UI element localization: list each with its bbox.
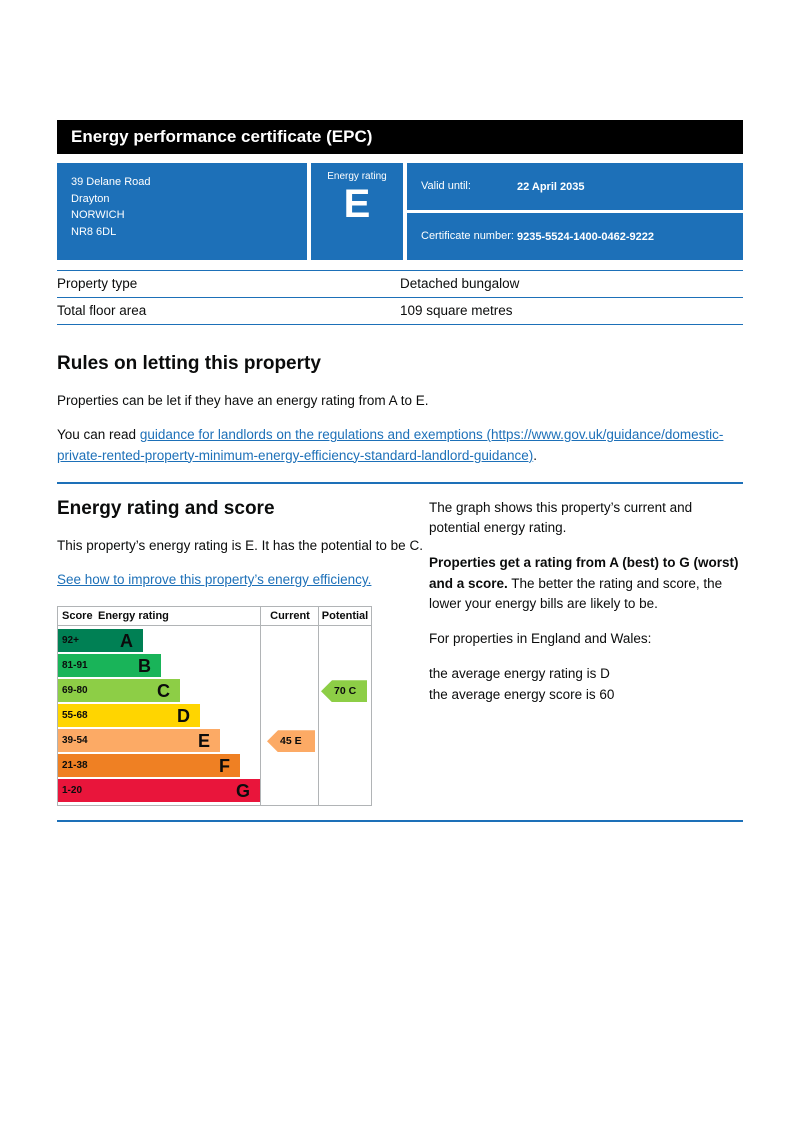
rating-intro-text: This property’s energy rating is E. It h… — [57, 537, 423, 553]
rating-band-c: 69-80 C — [58, 679, 180, 703]
property-address: 39 Delane Road Drayton NORWICH NR8 6DL — [57, 163, 307, 260]
potential-column-header: Potential — [321, 610, 369, 623]
band-letter: B — [138, 655, 151, 676]
current-rating-value: 45 E — [280, 735, 302, 748]
potential-rating-value: 70 C — [334, 685, 357, 698]
certificate-validity: Valid until: 22 April 2035 Certificate n… — [407, 163, 743, 260]
band-score: 39-54 — [62, 735, 88, 747]
address-line: NR8 6DL — [71, 225, 117, 238]
floor-area-value: 109 square metres — [400, 303, 513, 318]
current-rating-arrow: 45 E — [267, 730, 315, 753]
average-score-text: the average energy score is 60 — [429, 686, 615, 702]
rules-intro-text: Properties can be let if they have an en… — [57, 393, 429, 408]
ratings-explanation-bold: Properties get a rating from A (best) to… — [429, 555, 739, 591]
rating-band-b: 81-91 B — [58, 654, 161, 678]
band-score: 1-20 — [62, 785, 83, 797]
rating-band-f: 21-38 F — [58, 754, 240, 778]
chart-header: Score Energy rating Current Potential — [58, 607, 371, 627]
guidance-link-suffix: . — [533, 447, 537, 463]
graph-note-text: The graph shows this property’s current … — [429, 499, 693, 535]
address-line: 39 Delane Road — [71, 176, 151, 188]
property-type-value: Detached bungalow — [400, 276, 520, 291]
band-score: 21-38 — [62, 760, 88, 772]
certificate-summary: 39 Delane Road Drayton NORWICH NR8 6DL E… — [57, 163, 743, 260]
landlord-guidance-link[interactable]: guidance for landlords on the regulation… — [57, 427, 724, 463]
band-letter: G — [235, 780, 250, 801]
valid-until-value: 22 April 2035 — [517, 180, 585, 193]
averages-text: the average energy rating is D the averag… — [429, 664, 743, 705]
floor-area-row: Total floor area 109 square metres — [57, 297, 743, 325]
energy-rating-label: Energy rating — [327, 171, 387, 182]
score-column-header: Score — [62, 610, 93, 623]
rating-left-column: Energy rating and score This property’s … — [57, 498, 429, 807]
band-score: 55-68 — [62, 710, 88, 722]
energy-rating-section: Energy rating and score This property’s … — [57, 498, 743, 807]
potential-rating-arrow: 70 C — [321, 680, 367, 703]
rules-guidance-paragraph: You can read guidance for landlords on t… — [57, 425, 743, 466]
rating-band-e: 39-54 E — [58, 729, 220, 753]
guidance-link-prefix: You can read — [57, 427, 140, 443]
bottom-divider — [57, 820, 743, 823]
address-line: Drayton — [71, 192, 110, 205]
certificate-title: Energy performance certificate (EPC) — [71, 127, 373, 146]
band-letter: C — [157, 680, 170, 701]
rating-band-a: 92+ A — [58, 629, 143, 653]
valid-until-label: Valid until: — [421, 179, 471, 192]
rating-right-column: The graph shows this property’s current … — [429, 498, 743, 807]
energy-rating-value: E — [343, 182, 371, 226]
certificate-title-banner: Energy performance certificate (EPC) — [57, 120, 743, 154]
rules-heading: Rules on letting this property — [57, 353, 321, 374]
certificate-number-value: 9235-5524-1400-0462-9222 — [517, 230, 655, 243]
section-divider — [57, 481, 743, 484]
epc-certificate-page: Energy performance certificate (EPC) 39 … — [57, 120, 743, 823]
certificate-number-row: Certificate number: 9235-5524-1400-0462-… — [407, 213, 743, 260]
averages-intro-text: For properties in England and Wales: — [429, 631, 652, 646]
improve-efficiency-link[interactable]: See how to improve this property’s energ… — [57, 572, 372, 587]
certificate-number-label: Certificate number: — [421, 229, 514, 242]
floor-area-label: Total floor area — [57, 303, 147, 318]
band-letter: F — [219, 755, 230, 776]
band-score: 81-91 — [62, 660, 88, 672]
property-type-row: Property type Detached bungalow — [57, 270, 743, 297]
rating-heading: Energy rating and score — [57, 497, 275, 519]
property-type-label: Property type — [57, 276, 138, 291]
valid-until-row: Valid until: 22 April 2035 — [407, 163, 743, 210]
band-letter: A — [120, 630, 133, 651]
potential-column-divider — [318, 607, 319, 806]
band-letter: E — [197, 730, 210, 751]
current-column-header: Current — [270, 610, 310, 623]
rating-column-header: Energy rating — [98, 610, 169, 623]
band-score: 69-80 — [62, 685, 88, 697]
energy-rating-chart: Score Energy rating Current Potential 92… — [57, 606, 372, 807]
band-score: 92+ — [62, 635, 79, 647]
ratings-explanation-rest: The better the rating and score, the low… — [429, 575, 723, 611]
average-rating-text: the average energy rating is D — [429, 666, 610, 682]
property-details-table: Property type Detached bungalow Total fl… — [57, 270, 743, 325]
rating-band-d: 55-68 D — [58, 704, 200, 728]
rating-band-g: 1-20 G — [58, 779, 260, 803]
current-column-divider — [260, 607, 261, 806]
ratings-explanation-text: Properties get a rating from A (best) to… — [429, 553, 743, 614]
address-line: NORWICH — [71, 209, 125, 221]
chart-body: 92+ A 81-91 B 69-80 C 55-68 D 39-54 E 21-38 F … — [58, 626, 371, 805]
energy-rating-box: Energy rating E — [311, 163, 403, 260]
band-letter: D — [177, 705, 190, 726]
